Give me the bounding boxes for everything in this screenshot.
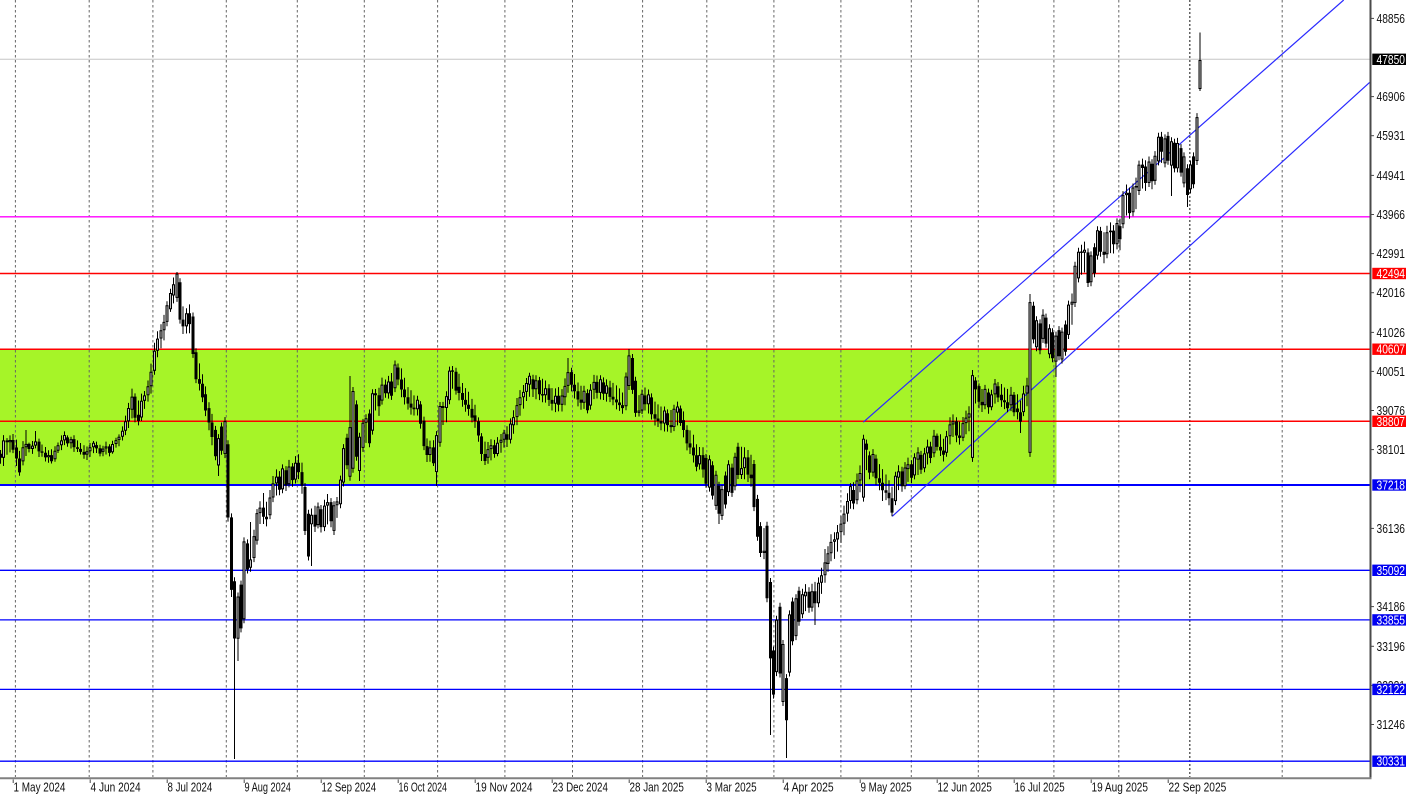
svg-text:19 Aug 2025: 19 Aug 2025 bbox=[1092, 781, 1149, 794]
svg-text:22 Sep 2025: 22 Sep 2025 bbox=[1169, 781, 1227, 794]
svg-text:44941: 44941 bbox=[1377, 169, 1406, 183]
svg-text:16 Oct 2024: 16 Oct 2024 bbox=[399, 781, 448, 794]
svg-text:8 Jul 2024: 8 Jul 2024 bbox=[168, 781, 213, 794]
svg-text:42494: 42494 bbox=[1377, 267, 1406, 281]
svg-text:40051: 40051 bbox=[1377, 365, 1406, 379]
svg-text:12 Jun 2025: 12 Jun 2025 bbox=[938, 781, 992, 794]
svg-text:23 Dec 2024: 23 Dec 2024 bbox=[553, 781, 608, 794]
svg-text:31246: 31246 bbox=[1377, 718, 1406, 732]
svg-text:33196: 33196 bbox=[1377, 640, 1406, 654]
svg-text:19 Nov 2024: 19 Nov 2024 bbox=[476, 781, 533, 794]
svg-text:41026: 41026 bbox=[1377, 326, 1406, 340]
svg-text:32122: 32122 bbox=[1377, 683, 1406, 697]
svg-text:36136: 36136 bbox=[1377, 522, 1406, 536]
svg-text:40607: 40607 bbox=[1377, 343, 1406, 357]
svg-text:45931: 45931 bbox=[1377, 129, 1406, 143]
svg-text:42991: 42991 bbox=[1377, 247, 1406, 261]
svg-text:1 May 2024: 1 May 2024 bbox=[14, 781, 66, 794]
svg-text:48856: 48856 bbox=[1377, 12, 1406, 26]
svg-text:46906: 46906 bbox=[1377, 90, 1406, 104]
svg-text:12 Sep 2024: 12 Sep 2024 bbox=[322, 781, 377, 794]
svg-text:42016: 42016 bbox=[1377, 286, 1406, 300]
svg-text:38807: 38807 bbox=[1377, 415, 1406, 429]
svg-text:35092: 35092 bbox=[1377, 564, 1406, 578]
svg-text:28 Jan 2025: 28 Jan 2025 bbox=[630, 781, 684, 794]
svg-text:38101: 38101 bbox=[1377, 443, 1406, 457]
svg-text:47850: 47850 bbox=[1377, 53, 1406, 67]
svg-text:16 Jul 2025: 16 Jul 2025 bbox=[1015, 781, 1065, 794]
svg-text:37218: 37218 bbox=[1377, 479, 1406, 493]
svg-text:4 Apr 2025: 4 Apr 2025 bbox=[784, 781, 834, 794]
svg-text:34186: 34186 bbox=[1377, 600, 1406, 614]
svg-text:4 Jun 2024: 4 Jun 2024 bbox=[91, 781, 141, 794]
svg-text:9 Aug 2024: 9 Aug 2024 bbox=[245, 781, 291, 794]
svg-text:33855: 33855 bbox=[1377, 613, 1406, 627]
svg-text:9 May 2025: 9 May 2025 bbox=[861, 781, 912, 794]
svg-text:3 Mar 2025: 3 Mar 2025 bbox=[707, 781, 757, 794]
svg-text:39076: 39076 bbox=[1377, 404, 1406, 418]
svg-text:30331: 30331 bbox=[1377, 755, 1406, 769]
svg-text:43966: 43966 bbox=[1377, 208, 1406, 222]
